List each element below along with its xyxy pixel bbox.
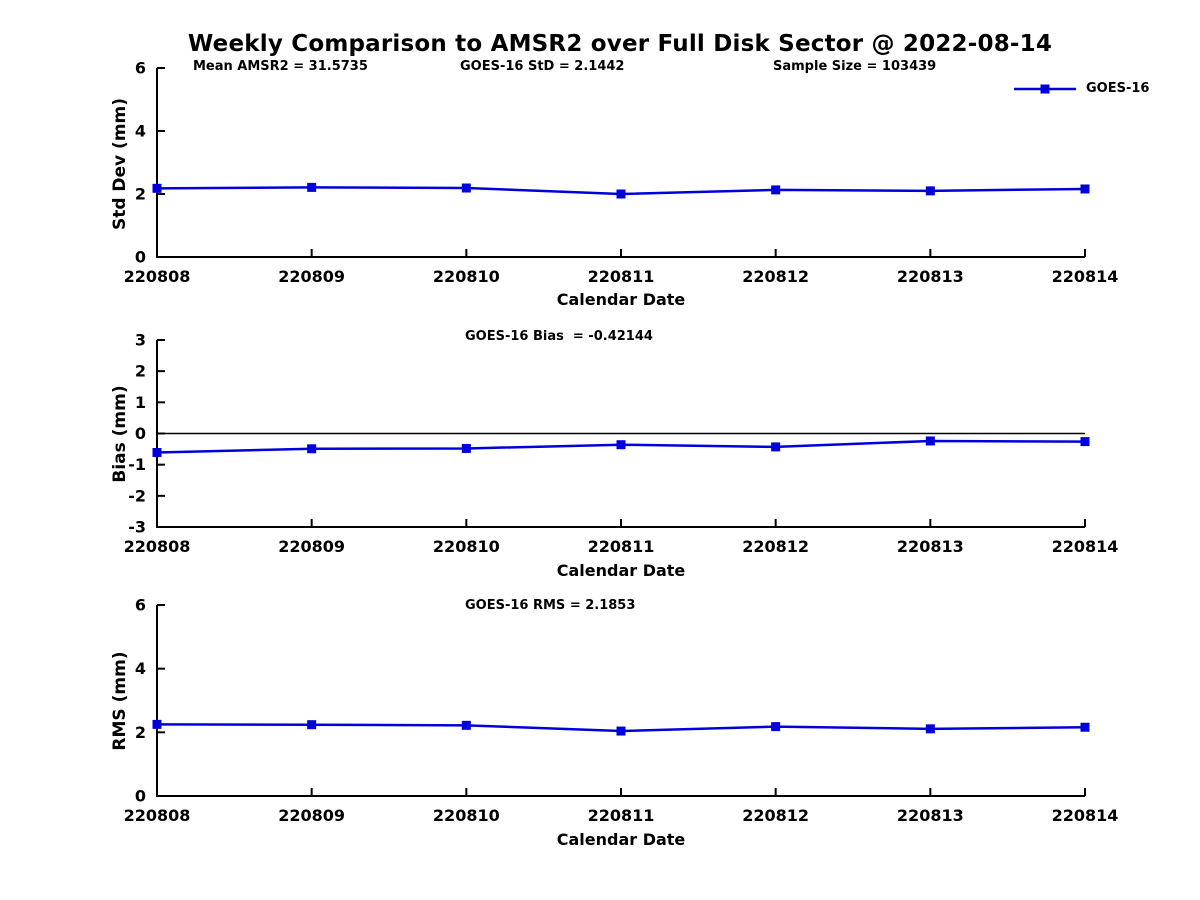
annotation-goes16-std: GOES-16 StD = 2.1442 — [460, 59, 625, 74]
svg-text:220814: 220814 — [1052, 267, 1119, 286]
annotation-mean-amsr2: Mean AMSR2 = 31.5735 — [193, 59, 368, 74]
bias-y-axis-label: Bias (mm) — [110, 385, 130, 483]
svg-text:220811: 220811 — [588, 537, 655, 556]
svg-text:220810: 220810 — [433, 267, 500, 286]
svg-text:220812: 220812 — [742, 806, 809, 825]
svg-text:0: 0 — [135, 787, 146, 806]
svg-text:2: 2 — [135, 723, 146, 742]
page-title: Weekly Comparison to AMSR2 over Full Dis… — [187, 31, 1053, 57]
svg-text:6: 6 — [135, 59, 146, 78]
svg-text:6: 6 — [135, 596, 146, 615]
legend-label: GOES-16 — [1086, 81, 1150, 96]
svg-text:-1: -1 — [128, 455, 146, 474]
svg-text:220813: 220813 — [897, 267, 964, 286]
bias-x-axis-label: Calendar Date — [556, 561, 686, 580]
svg-text:220812: 220812 — [742, 267, 809, 286]
svg-text:1: 1 — [135, 393, 146, 412]
svg-text:3: 3 — [135, 331, 146, 350]
svg-text:220808: 220808 — [124, 267, 191, 286]
svg-text:-3: -3 — [128, 518, 146, 537]
svg-text:0: 0 — [135, 424, 146, 443]
annotation-goes16-rms: GOES-16 RMS = 2.1853 — [465, 598, 636, 613]
svg-text:220808: 220808 — [124, 537, 191, 556]
svg-text:4: 4 — [135, 659, 146, 678]
svg-text:220812: 220812 — [742, 537, 809, 556]
svg-text:4: 4 — [135, 122, 146, 141]
svg-text:0: 0 — [135, 248, 146, 267]
svg-text:220809: 220809 — [278, 537, 345, 556]
svg-text:220809: 220809 — [278, 267, 345, 286]
svg-text:2: 2 — [135, 362, 146, 381]
rms-x-axis-label: Calendar Date — [556, 830, 686, 849]
svg-text:220813: 220813 — [897, 537, 964, 556]
stddev-x-axis-label: Calendar Date — [556, 290, 686, 309]
svg-text:220814: 220814 — [1052, 537, 1119, 556]
svg-text:220810: 220810 — [433, 537, 500, 556]
svg-text:220811: 220811 — [588, 267, 655, 286]
annotation-goes16-bias: GOES-16 Bias = -0.42144 — [465, 329, 653, 344]
svg-text:2: 2 — [135, 185, 146, 204]
svg-text:220811: 220811 — [588, 806, 655, 825]
svg-text:220808: 220808 — [124, 806, 191, 825]
legend-line-marker-icon — [1014, 84, 1076, 94]
annotation-sample-size: Sample Size = 103439 — [773, 59, 937, 74]
legend: GOES-16 — [1012, 80, 1149, 98]
rms-y-axis-label: RMS (mm) — [110, 651, 130, 751]
svg-text:220813: 220813 — [897, 806, 964, 825]
svg-text:220814: 220814 — [1052, 806, 1119, 825]
stddev-y-axis-label: Std Dev (mm) — [110, 97, 130, 231]
svg-text:220810: 220810 — [433, 806, 500, 825]
svg-text:-2: -2 — [128, 486, 146, 505]
svg-text:220809: 220809 — [278, 806, 345, 825]
